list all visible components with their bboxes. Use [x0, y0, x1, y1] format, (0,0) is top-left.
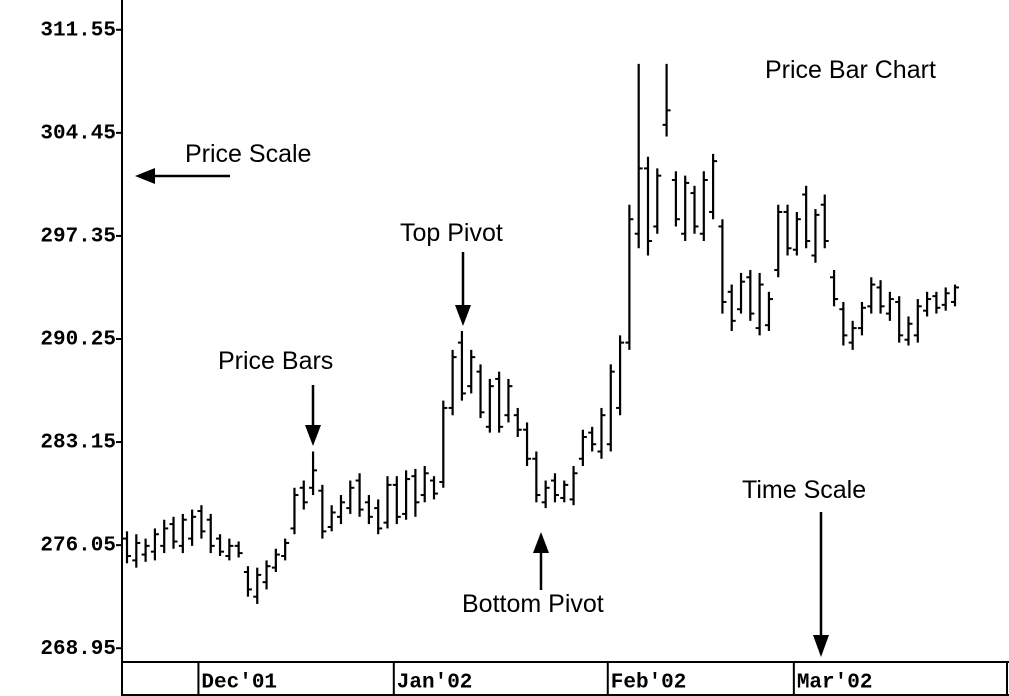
x-tick-label: Jan'02 — [397, 672, 473, 695]
x-tick-label: Dec'01 — [201, 672, 277, 695]
chart-title: Price Bar Chart — [765, 56, 936, 84]
annotation: Price Bars — [218, 347, 333, 375]
arrow-head — [813, 635, 829, 657]
arrow-head — [135, 168, 155, 184]
arrow-head — [305, 425, 321, 446]
x-tick-label: Feb'02 — [611, 672, 687, 695]
y-tick-label: 311.55 — [40, 19, 116, 42]
y-tick-label: 276.05 — [40, 535, 116, 558]
annotation: Top Pivot — [400, 219, 503, 247]
y-tick-label: 283.15 — [40, 432, 116, 455]
annotation: Time Scale — [742, 476, 866, 504]
y-tick-label: 290.25 — [40, 329, 116, 352]
annotation: Bottom Pivot — [462, 590, 604, 618]
y-tick-label: 304.45 — [40, 122, 116, 145]
annotation: Price Scale — [185, 140, 311, 168]
arrow-head — [533, 532, 549, 553]
y-tick-label: 268.95 — [40, 638, 116, 661]
arrow-head — [455, 305, 471, 326]
x-tick-label: Mar'02 — [797, 672, 873, 695]
y-tick-label: 297.35 — [40, 225, 116, 248]
